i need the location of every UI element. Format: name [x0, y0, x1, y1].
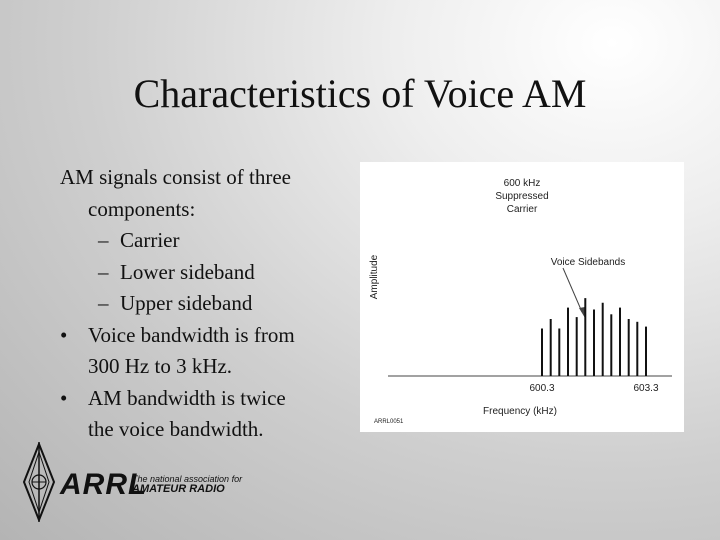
bullet-am-bandwidth-continued: the voice bandwidth.	[88, 417, 264, 441]
bullet-icon: •	[60, 322, 68, 347]
spectrum-chart: 600 kHz Suppressed Carrier Voice Sideban…	[369, 178, 672, 425]
bullet-am-bandwidth: • AM bandwidth is twice	[60, 383, 350, 415]
arrl-logo: ARRL The national association for AMATEU…	[22, 442, 262, 522]
arrl-diamond-logo-icon	[22, 442, 56, 522]
carrier-label-line-1: 600 kHz	[504, 178, 541, 189]
slide-title: Characteristics of Voice AM	[133, 71, 587, 116]
sidebands-label: Voice Sidebands	[551, 257, 626, 268]
intro-line: AM signals consist of three	[60, 165, 291, 189]
x-axis-label: Frequency (kHz)	[483, 406, 557, 417]
arrl-tagline: The national association for	[132, 474, 243, 484]
bullet-icon: •	[60, 385, 68, 410]
spectrum-figure: 600 kHz Suppressed Carrier Voice Sideban…	[360, 162, 684, 432]
sub-item-carrier: – Carrier	[98, 228, 180, 252]
sub-item-lower-sideband: – Lower sideband	[98, 259, 255, 284]
figure-credit: ARRL0051	[374, 419, 404, 425]
arrl-wordmark: ARRL	[60, 468, 148, 501]
sub-item-upper-sideband: – Upper sideband	[98, 291, 253, 315]
intro-line-continued: components:	[88, 196, 196, 221]
bullet-voice-bandwidth-continued: 300 Hz to 3 kHz.	[88, 354, 233, 378]
sidebands-arrow-line	[562, 267, 583, 313]
carrier-label-line-2: Suppressed	[495, 191, 548, 202]
x-tick-600-3: 600.3	[529, 383, 554, 394]
bullet-voice-bandwidth: • Voice bandwidth is from	[60, 320, 350, 352]
y-axis-label: Amplitude	[369, 254, 380, 299]
spectrum-bars	[541, 298, 647, 376]
slide-body: AM signals consist of three components: …	[60, 162, 350, 446]
arrl-tagline-bold: AMATEUR RADIO	[132, 483, 225, 495]
x-tick-603-3: 603.3	[633, 383, 658, 394]
sidebands-arrow-head	[579, 307, 585, 318]
carrier-label-line-3: Carrier	[507, 204, 538, 215]
